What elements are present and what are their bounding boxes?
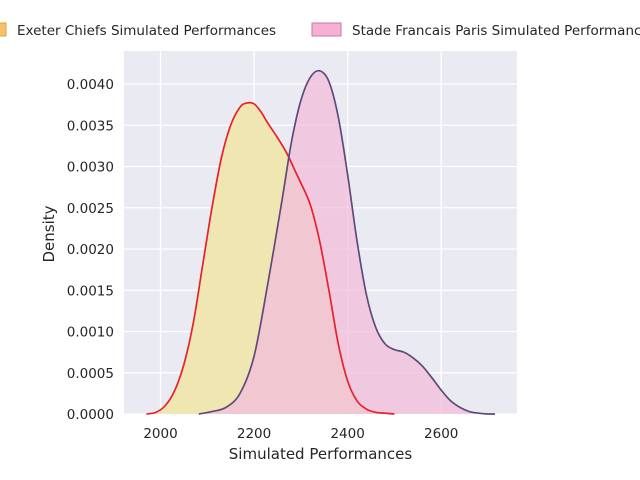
x-tick-label-0: 2000 bbox=[143, 426, 177, 442]
y-tick-label-5: 0.0025 bbox=[67, 201, 114, 217]
legend-label-series-2: Stade Francais Paris Simulated Performan… bbox=[352, 23, 640, 39]
x-tick-label-3: 2600 bbox=[424, 426, 458, 442]
series-layer bbox=[146, 69, 496, 415]
series-2-area bbox=[198, 70, 496, 415]
y-tick-label-2: 0.0010 bbox=[67, 325, 114, 341]
y-tick-label-0: 0.0000 bbox=[67, 407, 114, 423]
legend-swatch-series-2 bbox=[311, 22, 342, 37]
y-axis-label: Density bbox=[40, 205, 58, 262]
legend: Exeter Chiefs Simulated Performances Sta… bbox=[0, 22, 640, 39]
x-axis-ticks: 2000 2200 2400 2600 bbox=[143, 426, 458, 442]
x-tick-label-1: 2200 bbox=[237, 426, 271, 442]
y-axis-ticks: 0.0000 0.0005 0.0010 0.0015 0.0020 0.0025 0.00… bbox=[67, 77, 114, 423]
x-tick-label-2: 2400 bbox=[330, 426, 364, 442]
legend-label-series-1: Exeter Chiefs Simulated Performances bbox=[17, 23, 276, 39]
series-1-line bbox=[146, 101, 395, 415]
y-tick-label-1: 0.0005 bbox=[67, 366, 114, 382]
y-tick-label-4: 0.0020 bbox=[67, 242, 114, 258]
legend-swatch-series-1 bbox=[0, 22, 7, 37]
y-tick-label-8: 0.0040 bbox=[67, 77, 114, 93]
y-tick-label-7: 0.0035 bbox=[67, 118, 114, 134]
series-2-line bbox=[198, 69, 496, 415]
y-tick-label-6: 0.0030 bbox=[67, 160, 114, 176]
y-tick-label-3: 0.0015 bbox=[67, 283, 114, 299]
x-axis-label: Simulated Performances bbox=[229, 445, 413, 463]
